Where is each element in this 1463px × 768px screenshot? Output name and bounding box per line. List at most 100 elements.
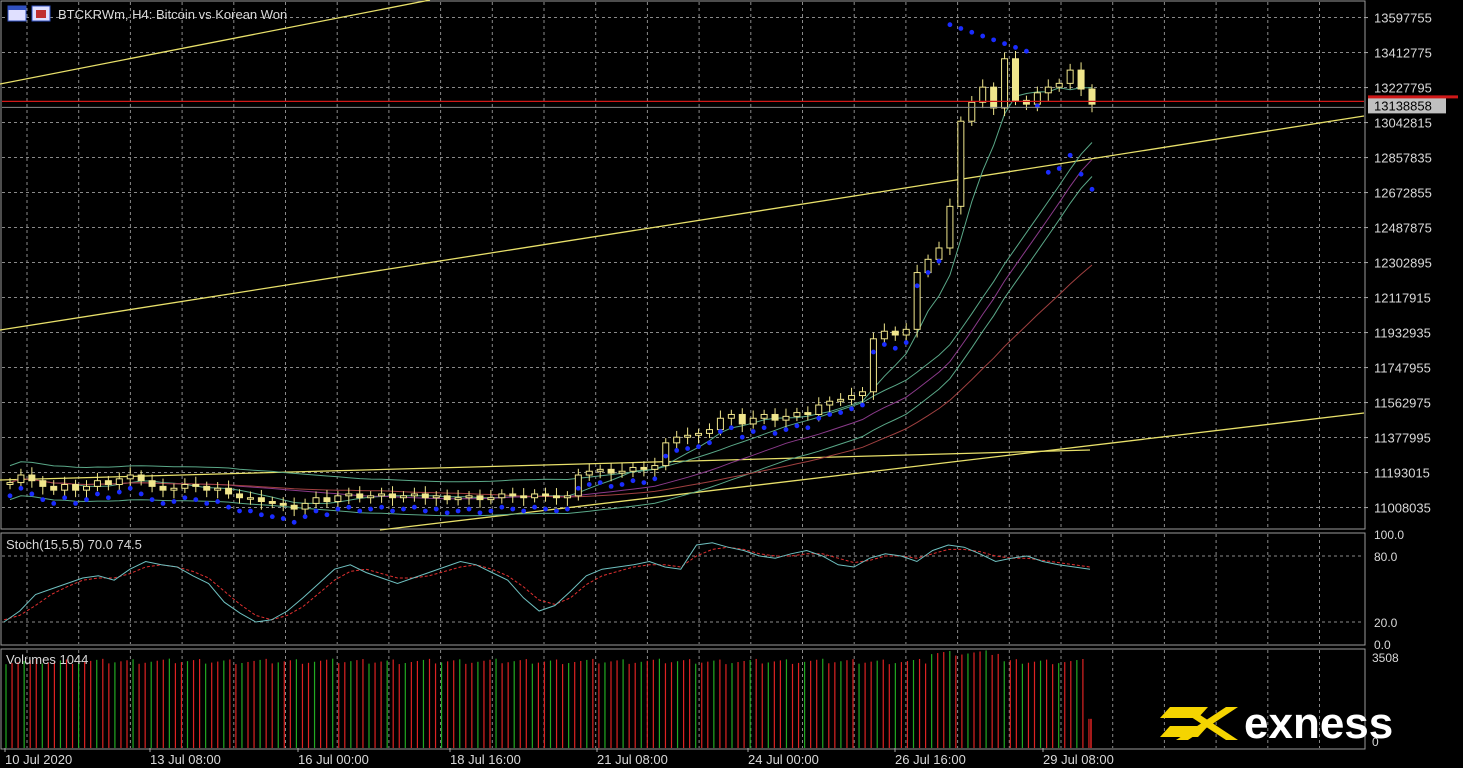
candle-body xyxy=(148,480,156,487)
sar-dot xyxy=(411,504,417,510)
y-tick-label: 12302895 xyxy=(1374,256,1432,271)
candle-body xyxy=(1044,86,1052,94)
candle-body xyxy=(1022,99,1030,105)
candle-body xyxy=(596,468,604,472)
sar-dot xyxy=(40,497,46,503)
candle-body xyxy=(804,412,812,415)
sar-dot xyxy=(969,29,975,35)
sar-dot xyxy=(280,516,286,521)
chart-window-icon[interactable] xyxy=(7,5,27,22)
candle-body xyxy=(815,404,823,415)
candle-body xyxy=(367,495,375,499)
candle-body xyxy=(126,474,134,480)
sar-dot xyxy=(160,501,166,506)
candle-body xyxy=(880,330,888,340)
candle-body xyxy=(17,474,25,484)
candle-body xyxy=(83,485,91,491)
main-panel-frame xyxy=(0,0,1366,530)
candle-body xyxy=(6,482,14,485)
sar-dot xyxy=(455,508,461,514)
brand-name: exness xyxy=(1244,699,1393,748)
sar-dot xyxy=(269,514,275,520)
parabolic-sar xyxy=(7,22,1095,525)
candle-body xyxy=(323,497,331,503)
sar-dot xyxy=(586,482,592,487)
stochastic-oscillator xyxy=(3,542,1091,623)
candle-body xyxy=(651,465,659,470)
sar-dot xyxy=(958,26,964,31)
candle-body xyxy=(771,413,779,421)
candle-body xyxy=(629,466,637,472)
stoch-tick-label: 100.0 xyxy=(1374,528,1404,542)
fast-moving-average xyxy=(9,87,1092,504)
candle-body xyxy=(935,247,943,260)
candle-body xyxy=(345,493,353,497)
candle-body xyxy=(104,480,112,485)
sar-dot xyxy=(663,453,669,459)
candles xyxy=(6,51,1096,518)
close-window-icon[interactable] xyxy=(31,5,51,22)
sar-dot xyxy=(258,512,264,518)
sar-dot xyxy=(335,506,341,512)
sar-dot xyxy=(7,493,13,499)
candle-body xyxy=(858,391,866,397)
candle-body xyxy=(61,483,69,491)
x-tick-label: 13 Jul 08:00 xyxy=(150,752,221,767)
sar-dot xyxy=(488,508,494,514)
candle-body xyxy=(1001,58,1009,109)
candle-body xyxy=(115,478,123,485)
candle-body xyxy=(378,493,386,497)
candle-body xyxy=(520,495,528,499)
candle-body xyxy=(695,432,703,436)
candle-body xyxy=(72,483,80,491)
sar-dot xyxy=(575,485,581,491)
sar-dot xyxy=(772,430,778,436)
y-tick-label: 13597755 xyxy=(1374,11,1432,26)
sar-dot xyxy=(827,412,833,417)
sar-dot xyxy=(291,519,297,525)
sar-dot xyxy=(215,499,221,504)
sar-dot xyxy=(914,283,920,289)
candle-body xyxy=(684,434,692,438)
exness-logo-icon xyxy=(1160,707,1238,740)
candle-body xyxy=(465,495,473,499)
volumes-title: Volumes 1044 xyxy=(6,652,88,667)
candle-body xyxy=(673,436,681,444)
sar-dot xyxy=(1045,169,1051,175)
y-tick-label: 12672855 xyxy=(1374,186,1432,201)
sar-dot xyxy=(149,497,155,503)
sar-dot xyxy=(444,510,450,516)
x-tick-label: 10 Jul 2020 xyxy=(5,752,72,767)
candle-body xyxy=(552,495,560,499)
trendline-4 xyxy=(0,449,1091,481)
sar-dot xyxy=(685,446,691,451)
sar-dot xyxy=(652,476,658,482)
sar-dot xyxy=(73,501,78,506)
sar-dot xyxy=(346,504,352,510)
sar-dot xyxy=(543,506,548,512)
sar-dot xyxy=(707,440,712,446)
sar-dot xyxy=(1002,41,1007,47)
sar-dot xyxy=(1078,171,1084,177)
sar-dot xyxy=(564,506,570,512)
candle-body xyxy=(203,485,211,491)
sar-dot xyxy=(84,497,89,503)
stoch-tick-label: 80.0 xyxy=(1374,550,1398,564)
sar-dot xyxy=(401,506,406,512)
sar-dot xyxy=(248,508,253,514)
bollinger-upper xyxy=(9,142,1093,483)
sar-dot xyxy=(422,508,428,514)
candle-body xyxy=(279,502,287,506)
sar-dot xyxy=(947,22,953,28)
trendline-2 xyxy=(0,115,1365,331)
sar-dot xyxy=(936,258,942,264)
candle-body xyxy=(716,417,724,431)
sar-dot xyxy=(1067,152,1073,158)
sar-dot xyxy=(95,491,100,497)
candle-body xyxy=(1088,88,1096,105)
sar-dot xyxy=(324,512,330,518)
candle-body xyxy=(509,493,517,497)
sar-dot xyxy=(1056,166,1062,171)
sar-dot xyxy=(1089,186,1095,192)
